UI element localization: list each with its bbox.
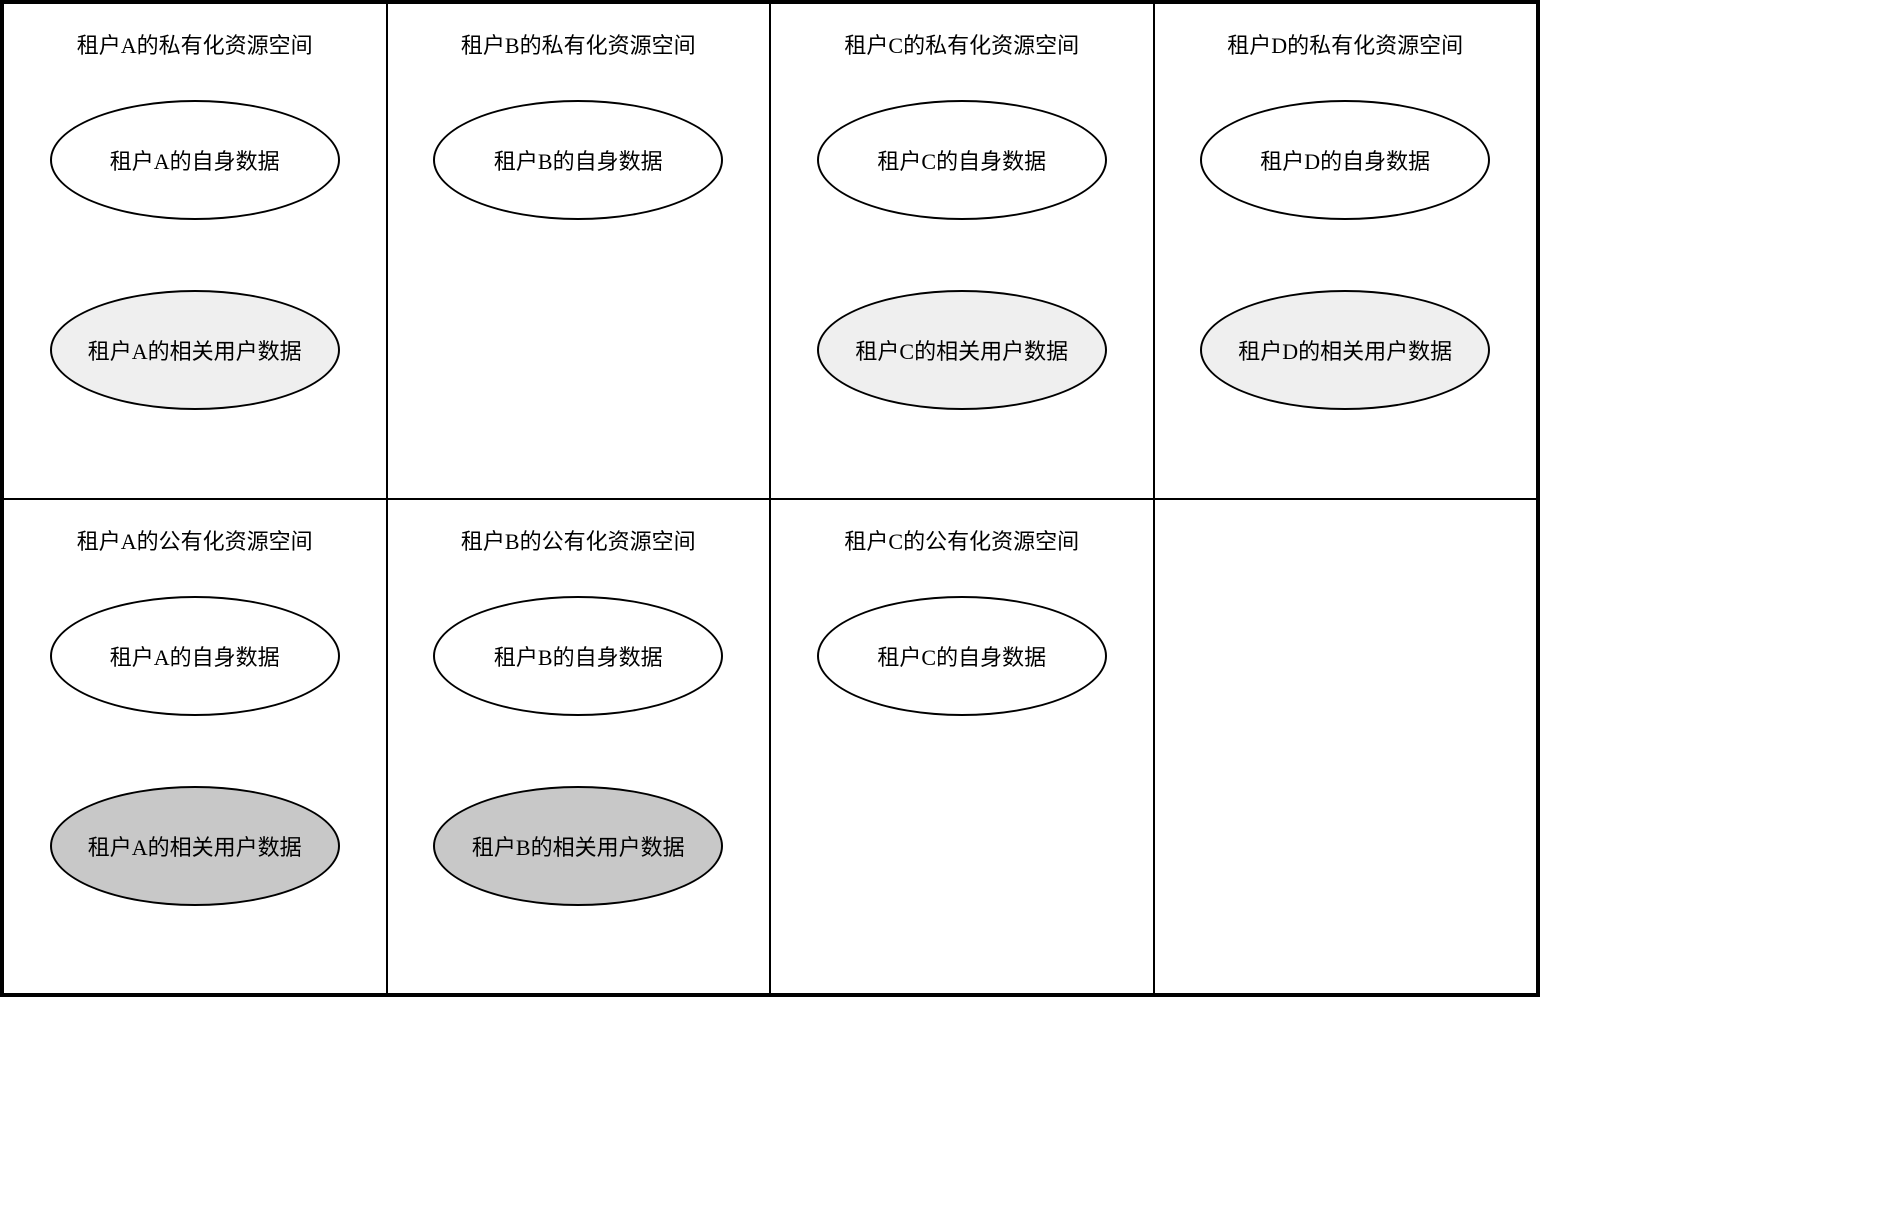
cell-tenant-c-public: 租户C的公有化资源空间 租户C的自身数据 bbox=[770, 499, 1154, 995]
ellipse-own-data: 租户B的自身数据 bbox=[433, 596, 723, 716]
cell-tenant-a-private: 租户A的私有化资源空间 租户A的自身数据 租户A的相关用户数据 bbox=[3, 3, 387, 499]
ellipse-related-user-data: 租户D的相关用户数据 bbox=[1200, 290, 1490, 410]
cell-tenant-b-private: 租户B的私有化资源空间 租户B的自身数据 bbox=[387, 3, 771, 499]
cell-tenant-a-public: 租户A的公有化资源空间 租户A的自身数据 租户A的相关用户数据 bbox=[3, 499, 387, 995]
cell-title: 租户D的私有化资源空间 bbox=[1227, 28, 1463, 60]
ellipse-related-user-data: 租户A的相关用户数据 bbox=[50, 290, 340, 410]
ellipse-own-data: 租户A的自身数据 bbox=[50, 596, 340, 716]
ellipse-container: 租户B的自身数据 bbox=[408, 100, 750, 478]
ellipse-own-data: 租户A的自身数据 bbox=[50, 100, 340, 220]
cell-title: 租户A的公有化资源空间 bbox=[77, 524, 313, 556]
cell-title: 租户B的公有化资源空间 bbox=[461, 524, 696, 556]
cell-tenant-d-private: 租户D的私有化资源空间 租户D的自身数据 租户D的相关用户数据 bbox=[1154, 3, 1538, 499]
cell-tenant-b-public: 租户B的公有化资源空间 租户B的自身数据 租户B的相关用户数据 bbox=[387, 499, 771, 995]
ellipse-container: 租户C的自身数据 bbox=[791, 596, 1133, 974]
cell-tenant-c-private: 租户C的私有化资源空间 租户C的自身数据 租户C的相关用户数据 bbox=[770, 3, 1154, 499]
cell-empty bbox=[1154, 499, 1538, 995]
ellipse-related-user-data: 租户B的相关用户数据 bbox=[433, 786, 723, 906]
cell-title: 租户A的私有化资源空间 bbox=[77, 28, 313, 60]
ellipse-related-user-data: 租户A的相关用户数据 bbox=[50, 786, 340, 906]
ellipse-container: 租户A的自身数据 租户A的相关用户数据 bbox=[24, 100, 366, 478]
ellipse-container: 租户A的自身数据 租户A的相关用户数据 bbox=[24, 596, 366, 974]
ellipse-own-data: 租户D的自身数据 bbox=[1200, 100, 1490, 220]
ellipse-container: 租户B的自身数据 租户B的相关用户数据 bbox=[408, 596, 750, 974]
tenant-resource-grid: 租户A的私有化资源空间 租户A的自身数据 租户A的相关用户数据 租户B的私有化资… bbox=[0, 0, 1540, 997]
ellipse-own-data: 租户C的自身数据 bbox=[817, 100, 1107, 220]
ellipse-own-data: 租户C的自身数据 bbox=[817, 596, 1107, 716]
cell-title: 租户C的私有化资源空间 bbox=[844, 28, 1079, 60]
ellipse-related-user-data: 租户C的相关用户数据 bbox=[817, 290, 1107, 410]
cell-title: 租户B的私有化资源空间 bbox=[461, 28, 696, 60]
cell-title: 租户C的公有化资源空间 bbox=[844, 524, 1079, 556]
ellipse-container: 租户D的自身数据 租户D的相关用户数据 bbox=[1175, 100, 1517, 478]
ellipse-own-data: 租户B的自身数据 bbox=[433, 100, 723, 220]
ellipse-container: 租户C的自身数据 租户C的相关用户数据 bbox=[791, 100, 1133, 478]
